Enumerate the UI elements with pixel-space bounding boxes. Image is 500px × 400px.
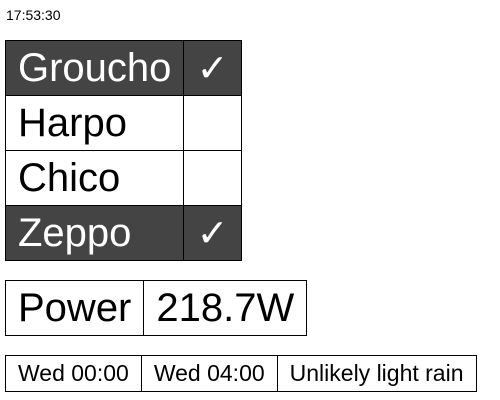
power-value: 218.7W: [143, 280, 308, 336]
toggle-row-zeppo[interactable]: Zeppo ✓: [5, 205, 242, 261]
power-label: Power: [4, 280, 145, 336]
checkmark-icon[interactable]: ✓: [183, 205, 242, 261]
brothers-toggle-list: Groucho ✓ Harpo Chico Zeppo ✓: [5, 40, 242, 261]
clock-time: 17:53:30: [6, 7, 61, 23]
forecast-end-time: Wed 04:00: [140, 355, 278, 392]
toggle-label[interactable]: Zeppo: [5, 205, 184, 261]
forecast-start-time: Wed 00:00: [5, 355, 142, 392]
toggle-row-groucho[interactable]: Groucho ✓: [5, 40, 242, 96]
power-readout: Power 218.7W: [4, 280, 308, 336]
power-row: Power 218.7W: [4, 280, 308, 336]
toggle-label[interactable]: Harpo: [5, 95, 184, 151]
toggle-label[interactable]: Chico: [5, 150, 184, 206]
checkmark-icon[interactable]: ✓: [183, 40, 242, 96]
toggle-label[interactable]: Groucho: [5, 40, 184, 96]
checkmark-icon[interactable]: [183, 150, 242, 206]
forecast-summary: Unlikely light rain: [276, 355, 477, 392]
toggle-row-chico[interactable]: Chico: [5, 150, 242, 206]
checkmark-icon[interactable]: [183, 95, 242, 151]
toggle-row-harpo[interactable]: Harpo: [5, 95, 242, 151]
forecast-strip: Wed 00:00 Wed 04:00 Unlikely light rain: [5, 355, 477, 392]
forecast-row: Wed 00:00 Wed 04:00 Unlikely light rain: [5, 355, 477, 392]
